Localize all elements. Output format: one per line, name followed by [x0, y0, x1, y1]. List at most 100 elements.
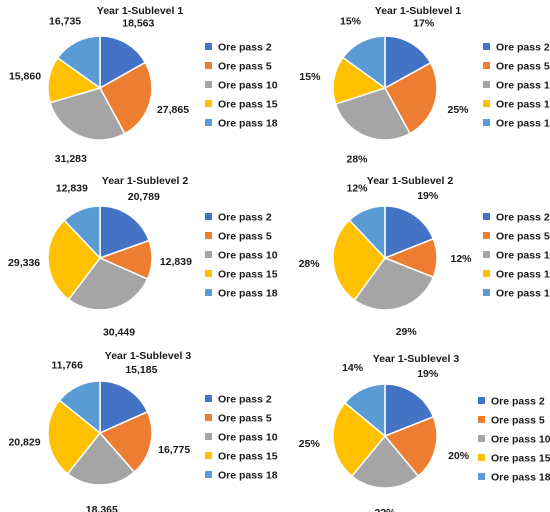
chart-title: Year 1-Sublevel 1	[375, 5, 462, 17]
data-label: 12%	[346, 182, 368, 194]
pie-chart-panel: Year 1-Sublevel 118,563 27,865 31,283 15,86…	[9, 5, 278, 165]
legend-swatch	[483, 100, 490, 107]
legend-swatch	[483, 232, 490, 239]
pie-slice	[67, 257, 149, 311]
legend-swatch	[483, 81, 490, 88]
legend-label: Ore pass 15	[218, 451, 278, 463]
data-label: 12,839	[160, 256, 192, 268]
legend-label: Ore pass 18	[218, 470, 278, 482]
pie-slice	[383, 415, 438, 478]
pie-slice	[63, 205, 101, 260]
pie-slice	[98, 410, 153, 474]
data-label: 30,449	[103, 327, 135, 339]
pie-slice	[332, 56, 387, 106]
legend-swatch	[205, 395, 212, 402]
pie-slice	[341, 35, 386, 90]
legend-label: Ore pass 15	[496, 269, 550, 281]
pie-slice	[332, 219, 386, 302]
legend-swatch	[478, 416, 485, 423]
data-label: 25%	[299, 438, 321, 450]
data-label: 11,766	[51, 359, 83, 371]
pie-chart-panel: Year 1-Sublevel 2 19% 12% 29% 28% 12% Ore pass…	[299, 175, 550, 338]
legend-swatch	[205, 289, 212, 296]
pie-slice	[343, 383, 386, 438]
data-label: 12,839	[56, 182, 88, 194]
chart-title: Year 1-Sublevel 1	[97, 5, 184, 17]
pie-slice	[47, 219, 101, 301]
pie-slice	[332, 401, 387, 478]
legend-label: Ore pass 10	[218, 250, 278, 262]
legend-swatch	[205, 433, 212, 440]
data-label: 22%	[374, 507, 396, 512]
legend-label: Ore pass 18	[496, 118, 550, 130]
pie-slice	[384, 205, 435, 260]
pie-slice	[56, 35, 101, 90]
legend-swatch	[483, 289, 490, 296]
legend-label: Ore pass 18	[218, 288, 278, 300]
chart-title: Year 1-Sublevel 2	[367, 175, 454, 187]
chart-title: Year 1-Sublevel 3	[105, 350, 192, 362]
legend-swatch	[483, 251, 490, 258]
legend-label: Ore pass 18	[491, 472, 550, 484]
pie-slice	[350, 434, 420, 489]
data-label: 19%	[417, 368, 439, 380]
pie-slice	[384, 35, 432, 90]
legend-swatch	[205, 414, 212, 421]
legend-label: Ore pass 10	[496, 250, 550, 262]
legend-swatch	[478, 454, 485, 461]
chart-title: Year 1-Sublevel 2	[102, 175, 189, 187]
data-label: 28%	[299, 258, 321, 270]
legend-swatch	[205, 81, 212, 88]
data-label: 29,336	[8, 257, 40, 269]
legend-swatch	[205, 43, 212, 50]
legend-label: Ore pass 18	[496, 288, 550, 300]
data-label: 29%	[396, 326, 418, 338]
data-label: 19%	[417, 190, 439, 202]
legend-label: Ore pass 15	[218, 269, 278, 281]
legend-label: Ore pass 2	[491, 396, 545, 408]
legend-label: Ore pass 5	[218, 413, 272, 425]
legend-swatch	[478, 473, 485, 480]
pie-slice	[353, 257, 435, 311]
pie-slice	[66, 431, 136, 486]
legend-swatch	[483, 213, 490, 220]
legend-swatch	[205, 100, 212, 107]
legend-swatch	[205, 232, 212, 239]
pie-chart-panel: Year 1-Sublevel 117% 25% 28% 15% 15% Ore pass…	[299, 5, 550, 166]
legend-label: Ore pass 2	[218, 394, 272, 406]
pie-slice	[58, 380, 101, 435]
legend-label: Ore pass 10	[218, 432, 278, 444]
legend-swatch	[205, 119, 212, 126]
pie-slice	[99, 380, 149, 435]
legend-label: Ore pass 10	[491, 434, 550, 446]
data-label: 18,365	[86, 504, 118, 512]
data-label: 18,563	[122, 17, 154, 29]
pie-slice	[384, 383, 435, 438]
pie-slice	[99, 35, 147, 90]
data-label: 16,735	[49, 16, 81, 28]
legend-swatch	[483, 62, 490, 69]
data-label: 15,860	[9, 71, 41, 83]
legend-label: Ore pass 5	[218, 61, 272, 73]
legend-swatch	[483, 43, 490, 50]
pie-chart-panel: Year 1-Sublevel 3 19% 20% 22% 25% 14% Ore pass…	[299, 353, 550, 512]
data-label: 25%	[447, 104, 469, 116]
legend-swatch	[205, 270, 212, 277]
legend-label: Ore pass 10	[218, 80, 278, 92]
legend-label: Ore pass 15	[218, 99, 278, 111]
data-label: 27,865	[157, 104, 189, 116]
pie-slice	[334, 87, 412, 141]
legend-swatch	[205, 452, 212, 459]
legend-swatch	[205, 251, 212, 258]
pie-slice	[49, 87, 126, 141]
legend-label: Ore pass 5	[496, 61, 550, 73]
legend-label: Ore pass 18	[218, 118, 278, 130]
legend-label: Ore pass 15	[491, 453, 550, 465]
legend-swatch	[205, 471, 212, 478]
legend-swatch	[483, 119, 490, 126]
pie-slice	[99, 205, 150, 260]
pie-slice	[348, 205, 386, 260]
legend-label: Ore pass 2	[496, 42, 550, 54]
data-label: 28%	[346, 154, 368, 166]
legend-swatch	[478, 397, 485, 404]
